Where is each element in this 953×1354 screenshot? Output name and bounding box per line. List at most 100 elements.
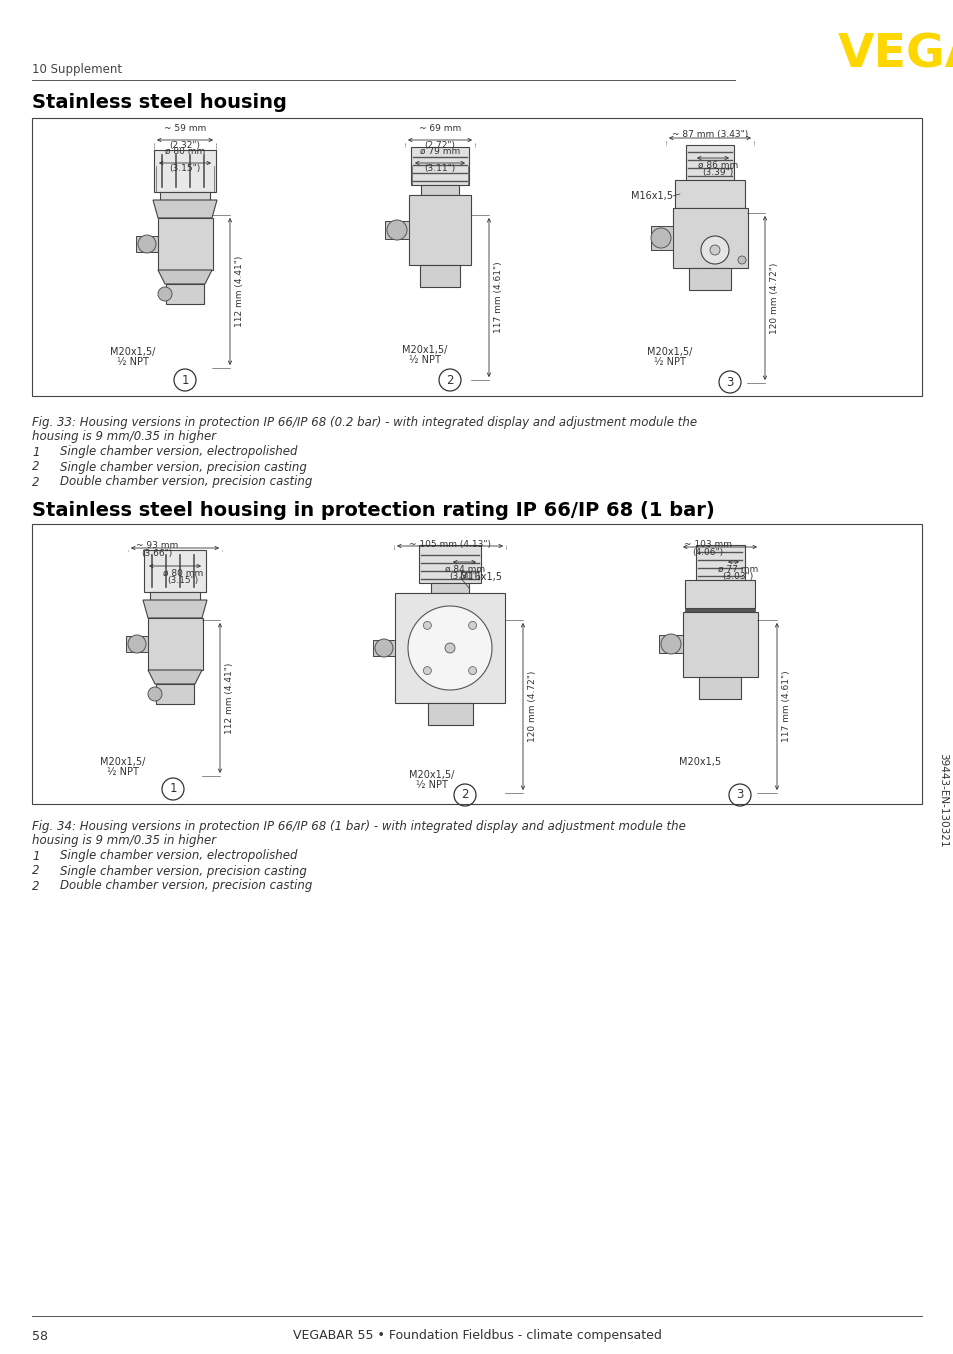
Circle shape <box>423 666 431 674</box>
Text: 1: 1 <box>181 374 189 386</box>
Text: 10 Supplement: 10 Supplement <box>32 64 122 76</box>
Bar <box>150 592 200 600</box>
Polygon shape <box>148 670 202 684</box>
Text: ½ NPT: ½ NPT <box>107 766 139 777</box>
Text: Single chamber version, electropolished: Single chamber version, electropolished <box>60 849 297 862</box>
Polygon shape <box>152 200 216 218</box>
Text: ~ 87 mm (3.43"): ~ 87 mm (3.43") <box>671 130 747 139</box>
Text: 112 mm (4.41"): 112 mm (4.41") <box>225 662 233 734</box>
Bar <box>696 546 744 580</box>
Circle shape <box>738 256 745 264</box>
Text: 58: 58 <box>32 1330 48 1343</box>
Circle shape <box>700 236 728 264</box>
Text: M20x1,5: M20x1,5 <box>679 757 720 766</box>
Text: ø 80 mm: ø 80 mm <box>163 569 203 578</box>
Text: 2: 2 <box>32 460 39 474</box>
Text: ~ 59 mm: ~ 59 mm <box>164 125 206 133</box>
Text: 112 mm (4.41"): 112 mm (4.41") <box>234 256 244 328</box>
Text: M20x1,5/: M20x1,5/ <box>409 770 455 780</box>
Circle shape <box>387 219 407 240</box>
Circle shape <box>408 607 492 691</box>
Text: ø 86 mm: ø 86 mm <box>698 161 738 169</box>
Circle shape <box>709 245 720 255</box>
Circle shape <box>423 621 431 630</box>
Bar <box>685 145 733 180</box>
Text: housing is 9 mm/0.35 in higher: housing is 9 mm/0.35 in higher <box>32 834 216 848</box>
Bar <box>153 150 215 192</box>
Text: (2.72"): (2.72") <box>424 141 455 150</box>
Text: ø 77 mm: ø 77 mm <box>717 565 758 574</box>
Bar <box>126 636 148 653</box>
Bar <box>682 612 758 677</box>
Text: ~ 93 mm: ~ 93 mm <box>135 542 178 550</box>
Circle shape <box>444 643 455 653</box>
Text: 1: 1 <box>169 783 176 796</box>
Text: (2.32"): (2.32") <box>170 141 200 150</box>
Bar <box>699 677 740 699</box>
Text: (3.66"): (3.66") <box>141 548 172 558</box>
Bar <box>419 265 459 287</box>
Text: 2: 2 <box>32 475 39 489</box>
Text: (3.03"): (3.03") <box>721 571 753 581</box>
Bar <box>148 617 203 670</box>
Bar <box>166 284 204 305</box>
Text: Single chamber version, precision casting: Single chamber version, precision castin… <box>60 460 307 474</box>
Text: ø 80 mm: ø 80 mm <box>165 148 205 156</box>
Text: Stainless steel housing: Stainless steel housing <box>32 93 287 112</box>
Text: 1: 1 <box>32 445 39 459</box>
Text: 2: 2 <box>446 374 454 386</box>
Bar <box>672 209 747 268</box>
Bar <box>431 584 469 593</box>
Text: M20x1,5/: M20x1,5/ <box>402 345 447 355</box>
Bar <box>156 684 193 704</box>
Text: ½ NPT: ½ NPT <box>409 355 440 366</box>
Text: ½ NPT: ½ NPT <box>654 357 685 367</box>
Text: ½ NPT: ½ NPT <box>117 357 149 367</box>
Text: (3.39"): (3.39") <box>701 168 733 176</box>
Text: VEGABAR 55 • Foundation Fieldbus - climate compensated: VEGABAR 55 • Foundation Fieldbus - clima… <box>293 1330 660 1343</box>
Text: 2: 2 <box>32 864 39 877</box>
Bar <box>373 640 395 655</box>
Text: ø 84 mm: ø 84 mm <box>444 565 484 574</box>
Bar <box>659 635 682 653</box>
Text: M16x1,5: M16x1,5 <box>459 571 501 582</box>
Text: ~ 69 mm: ~ 69 mm <box>418 125 460 133</box>
Text: 120 mm (4.72"): 120 mm (4.72") <box>769 263 779 333</box>
Bar <box>418 546 480 584</box>
Text: 120 mm (4.72"): 120 mm (4.72") <box>527 670 537 742</box>
Text: ø 79 mm: ø 79 mm <box>419 148 459 156</box>
Bar <box>688 268 730 290</box>
Bar <box>684 608 754 612</box>
Text: 39443-EN-130321: 39443-EN-130321 <box>937 753 947 848</box>
Circle shape <box>148 686 162 701</box>
Bar <box>675 180 744 209</box>
Bar <box>136 236 158 252</box>
Circle shape <box>650 227 670 248</box>
Bar <box>32 118 921 395</box>
Circle shape <box>128 635 146 653</box>
Bar <box>409 195 471 265</box>
Text: 117 mm (4.61"): 117 mm (4.61") <box>781 670 790 742</box>
Text: M16x1,5: M16x1,5 <box>630 191 672 200</box>
Bar <box>144 550 206 592</box>
Text: Double chamber version, precision casting: Double chamber version, precision castin… <box>60 475 312 489</box>
Text: M20x1,5/: M20x1,5/ <box>111 347 155 357</box>
Text: 3: 3 <box>736 788 743 802</box>
Text: M20x1,5/: M20x1,5/ <box>647 347 692 357</box>
Text: Double chamber version, precision casting: Double chamber version, precision castin… <box>60 880 312 892</box>
Bar <box>395 593 504 703</box>
Circle shape <box>660 634 680 654</box>
Text: ~ 105 mm (4.13"): ~ 105 mm (4.13") <box>409 540 491 548</box>
Text: Single chamber version, electropolished: Single chamber version, electropolished <box>60 445 297 459</box>
Bar <box>420 185 458 195</box>
Bar <box>411 148 469 185</box>
Text: 3: 3 <box>725 375 733 389</box>
Polygon shape <box>158 269 212 284</box>
Text: (3.11"): (3.11") <box>424 164 456 173</box>
Circle shape <box>375 639 393 657</box>
Bar <box>160 192 210 200</box>
Text: M20x1,5/: M20x1,5/ <box>100 757 146 766</box>
Bar <box>158 218 213 269</box>
Text: ~ 103 mm: ~ 103 mm <box>683 540 731 548</box>
Bar <box>385 221 409 240</box>
